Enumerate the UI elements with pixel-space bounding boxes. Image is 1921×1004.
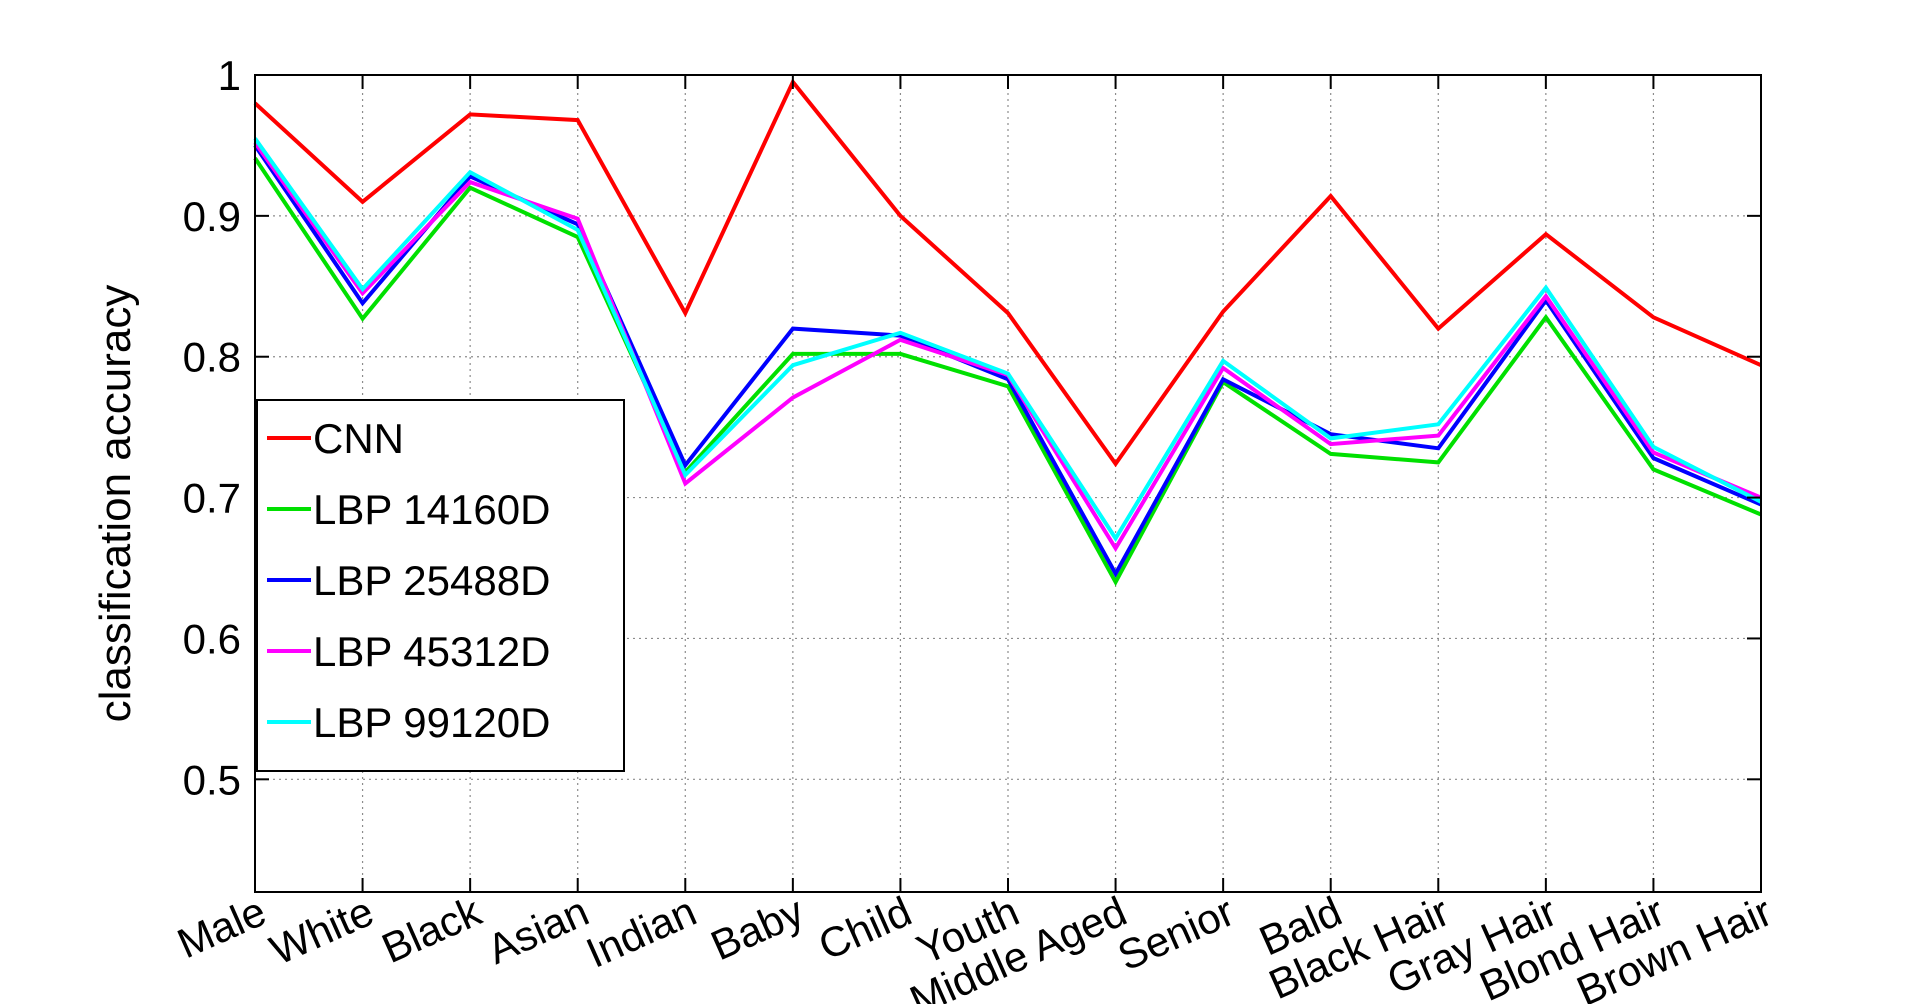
y-tick-label: 1 (218, 52, 241, 99)
y-tick-label: 0.5 (183, 756, 241, 803)
legend: CNN LBP 14160D LBP 25488D LBP 45312D LBP 991… (256, 399, 625, 772)
series-line-4 (253, 137, 1762, 543)
x-axis-ticks (254, 75, 1762, 892)
legend-box (256, 399, 625, 772)
series-line-1 (253, 156, 1762, 587)
legend-label: LBP 45312D (313, 628, 550, 675)
series-line-0 (253, 78, 1762, 468)
y-axis-tick-labels: 0.5 0.6 0.7 0.8 0.9 1 (183, 52, 241, 803)
y-tick-label: 0.7 (183, 475, 241, 522)
y-tick-label: 0.6 (183, 615, 241, 662)
y-tick-label: 0.8 (183, 334, 241, 381)
legend-label: LBP 14160D (313, 486, 550, 533)
series-lines (253, 78, 1762, 587)
legend-label: CNN (313, 415, 404, 462)
y-axis-title: classification accuracy (91, 285, 140, 723)
legend-label: LBP 25488D (313, 557, 550, 604)
legend-label: LBP 99120D (313, 699, 550, 746)
y-tick-label: 0.9 (183, 193, 241, 240)
